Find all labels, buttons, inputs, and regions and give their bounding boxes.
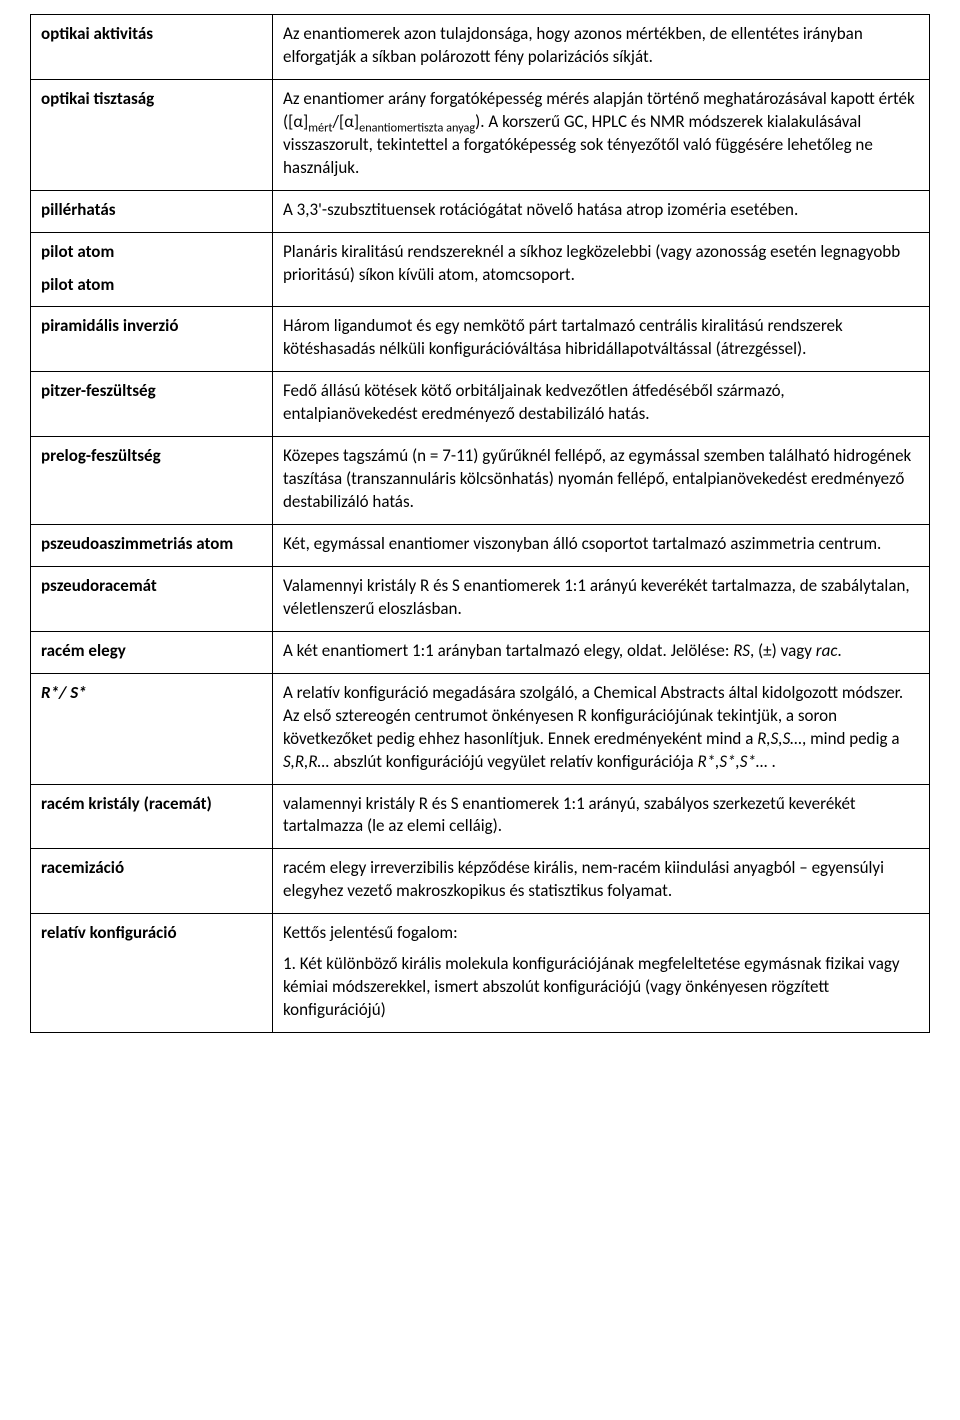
definition-cell: Valamennyi kristály R és S enantiomerek … — [273, 566, 930, 631]
definition-cell: Fedő állású kötések kötő orbitáljainak k… — [273, 372, 930, 437]
table-row: pitzer-feszültségFedő állású kötések köt… — [31, 372, 930, 437]
table-row: optikai tisztaságAz enantiomer arány for… — [31, 79, 930, 190]
table-row: piramidális inverzióHárom ligandumot és … — [31, 307, 930, 372]
table-row: prelog-feszültségKözepes tagszámú (n = 7… — [31, 437, 930, 525]
term-cell: R*/ S* — [31, 673, 273, 784]
term-cell: pilot atompilot atom — [31, 232, 273, 307]
definition-cell: valamennyi kristály R és S enantiomerek … — [273, 784, 930, 849]
table-row: racém elegyA két enantiomert 1:1 arányba… — [31, 631, 930, 673]
term-cell: piramidális inverzió — [31, 307, 273, 372]
term-cell: racém elegy — [31, 631, 273, 673]
definition-text: 1. Két különböző királis molekula konfig… — [283, 953, 919, 1022]
definition-cell: Planáris kiralitású rendszereknél a síkh… — [273, 232, 930, 307]
table-row: pszeudoaszimmetriás atomKét, egymással e… — [31, 525, 930, 567]
sub-term: pilot atom — [41, 274, 262, 297]
glossary-table: optikai aktivitásAz enantiomerek azon tu… — [30, 14, 930, 1033]
definition-cell: Kettős jelentésű fogalom: 1. Két különböz… — [273, 914, 930, 1033]
term-cell: relatív konfiguráció — [31, 914, 273, 1033]
table-row: racém kristály (racemát)valamennyi krist… — [31, 784, 930, 849]
table-row: R*/ S*A relatív konfiguráció megadására … — [31, 673, 930, 784]
definition-cell: Az enantiomerek azon tulajdonsága, hogy … — [273, 15, 930, 80]
definition-cell: Az enantiomer arány forgatóképesség méré… — [273, 79, 930, 190]
definition-cell: A 3,3'-szubsztituensek rotációgátat növe… — [273, 190, 930, 232]
glossary-tbody: optikai aktivitásAz enantiomerek azon tu… — [31, 15, 930, 1033]
table-row: pszeudoracemátValamennyi kristály R és S… — [31, 566, 930, 631]
term-cell: pillérhatás — [31, 190, 273, 232]
page: optikai aktivitásAz enantiomerek azon tu… — [0, 0, 960, 1063]
definition-cell: A két enantiomert 1:1 arányban tartalmaz… — [273, 631, 930, 673]
term-cell: pitzer-feszültség — [31, 372, 273, 437]
definition-text: Kettős jelentésű fogalom: — [283, 922, 919, 945]
definition-cell: Közepes tagszámú (n = 7-11) gyűrűknél fe… — [273, 437, 930, 525]
term-cell: optikai tisztaság — [31, 79, 273, 190]
term-cell: pszeudoracemát — [31, 566, 273, 631]
definition-cell: A relatív konfiguráció megadására szolgá… — [273, 673, 930, 784]
term-cell: pszeudoaszimmetriás atom — [31, 525, 273, 567]
term-cell: optikai aktivitás — [31, 15, 273, 80]
term-cell: prelog-feszültség — [31, 437, 273, 525]
table-row: pillérhatásA 3,3'-szubsztituensek rotáci… — [31, 190, 930, 232]
table-row: pilot atompilot atomPlanáris kiralitású … — [31, 232, 930, 307]
term-cell: racemizáció — [31, 849, 273, 914]
table-row: relatív konfigurációKettős jelentésű fog… — [31, 914, 930, 1033]
definition-cell: Két, egymással enantiomer viszonyban áll… — [273, 525, 930, 567]
table-row: optikai aktivitásAz enantiomerek azon tu… — [31, 15, 930, 80]
definition-cell: Három ligandumot és egy nemkötő párt tar… — [273, 307, 930, 372]
definition-cell: racém elegy irreverzibilis képződése kir… — [273, 849, 930, 914]
table-row: racemizációracém elegy irreverzibilis ké… — [31, 849, 930, 914]
term-cell: racém kristály (racemát) — [31, 784, 273, 849]
